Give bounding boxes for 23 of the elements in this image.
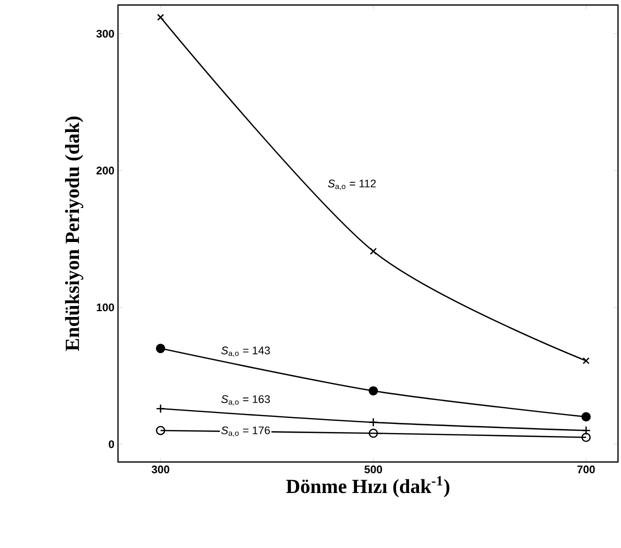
- point: [581, 432, 591, 442]
- series-label: S$_{a,o}$ = 112: [328, 180, 376, 190]
- y-tick-label: 300: [96, 30, 114, 38]
- point: [156, 426, 166, 436]
- series-label: S$_{a,o}$ = 163: [221, 395, 270, 406]
- point: [581, 412, 591, 422]
- point: [368, 386, 378, 396]
- x-tick-label: 300: [152, 466, 170, 474]
- y-tick-label: 100: [96, 303, 114, 312]
- point: [370, 248, 377, 255]
- series-label: S$_{a,o}$ = 143: [221, 346, 270, 357]
- point: [156, 344, 166, 354]
- point: [582, 357, 590, 364]
- y-axis-title: Endüksiyon Periyodu (dak): [65, 116, 84, 351]
- y-tick-label: 200: [96, 166, 114, 174]
- x-tick-label: 700: [577, 466, 595, 474]
- point: [368, 428, 378, 438]
- y-tick-label: 0: [108, 440, 114, 448]
- point: [156, 404, 166, 414]
- series-label: S$_{a,o}$ = 176: [221, 426, 270, 437]
- x-axis-title: Dönme Hızı (dak$^{-1}$): [286, 476, 450, 498]
- x-tick-label: 500: [364, 466, 382, 474]
- point: [157, 14, 164, 21]
